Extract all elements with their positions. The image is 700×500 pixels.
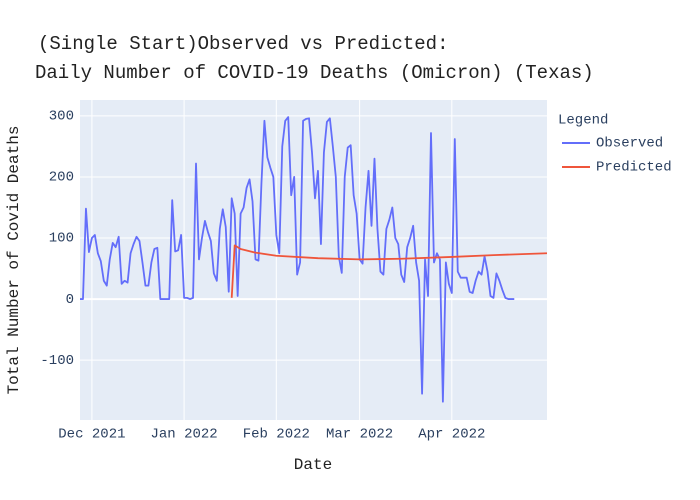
y-tick-label: 100 (49, 231, 74, 247)
x-tick-label: Apr 2022 (418, 427, 485, 443)
x-axis-title: Date (294, 456, 332, 474)
chart-title: Daily Number of COVID-19 Deaths (Omicron… (35, 62, 594, 84)
y-tick-label: 300 (49, 109, 74, 125)
series-line (80, 116, 515, 403)
legend-title: Legend (558, 113, 608, 129)
plot-area (80, 100, 547, 420)
series-line (230, 244, 548, 298)
y-tick-label: 0 (66, 292, 74, 308)
y-tick-label: -100 (40, 353, 74, 369)
y-axis-title: Total Number of Covid Deaths (5, 126, 23, 395)
x-tick-label: Feb 2022 (243, 427, 310, 443)
legend-label: Predicted (596, 160, 672, 176)
x-tick-label: Jan 2022 (150, 427, 217, 443)
y-tick-label: 200 (49, 170, 74, 186)
chart-title: (Single Start)Observed vs Predicted: (38, 33, 448, 55)
x-tick-label: Mar 2022 (326, 427, 393, 443)
x-tick-label: Dec 2021 (58, 427, 125, 443)
legend-label: Observed (596, 136, 663, 152)
